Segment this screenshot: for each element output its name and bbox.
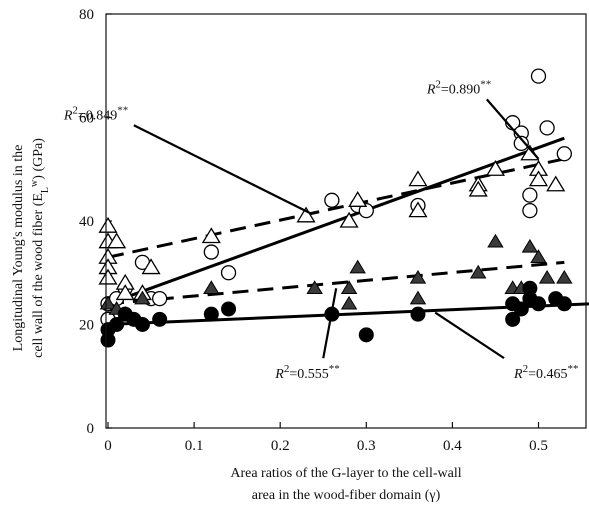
annotation-leader-line [486,98,540,160]
open-circle-point [358,202,374,219]
filled-circle-point [358,327,374,343]
filled-triangle-point [409,269,427,284]
filled-triangle-point [556,269,573,284]
filled-circle-point [522,280,538,296]
annotation-r-squared: R2=0.555** [274,363,339,382]
filled-circle-point [134,317,150,332]
filled-circle-point [531,296,546,312]
filled-triangle-point [306,280,323,295]
y-tick-label: 20 [79,318,94,334]
filled-triangle-point [530,249,547,263]
y-axis-label: Longitudinal Young's modulus in the cell… [11,138,51,358]
filled-circle-point [203,306,219,322]
open-triangle-point [546,175,566,192]
open-circle-point [522,202,538,219]
filled-circle-point [513,301,529,317]
x-tick-label: 0.4 [443,438,462,454]
filled-circle-point [109,317,125,332]
filled-circle-point [556,296,572,312]
x-axis-label-line-1: Area ratios of the G-layer to the cell-w… [230,466,461,481]
annotation-r-squared: R2=0.890** [426,78,491,97]
filled-circle-point [410,306,426,322]
fit-line-triangle-filled [107,260,565,306]
filled-triangle-point [134,290,151,305]
filled-triangle-point [340,280,358,295]
filled-triangle-point [349,259,366,274]
open-triangle-point [98,216,118,233]
open-triangle-point [98,268,118,285]
filled-circle-point [221,301,237,317]
open-triangle-point [528,170,549,187]
annotation-leader-line [133,124,311,215]
open-circle-point [539,120,555,136]
filled-triangle-point [487,233,504,248]
y-axis-label-line-1: Longitudinal Young's modulus in the [11,145,26,352]
x-tick-label: 0.5 [529,438,548,454]
y-tick-label: 80 [79,7,94,23]
filled-triangle-point [203,280,220,295]
open-triangle-point [485,159,505,176]
open-circle-point [203,244,219,260]
open-triangle-point [408,201,428,218]
open-triangle-point [339,211,359,228]
y-tick-label: 60 [79,111,94,127]
open-circle-point [556,146,572,162]
open-circle-point [513,135,529,152]
open-triangle-point [201,227,221,244]
y-tick-label: 0 [87,421,95,437]
x-tick-label: 0 [104,438,112,454]
open-circle-point [152,290,168,307]
filled-triangle-point [99,295,117,310]
filled-triangle-point [340,295,358,310]
filled-triangle-point [538,269,556,284]
x-axis-label-line-2: area in the wood-fiber domain (γ) [252,488,441,503]
x-tick-label: 0.3 [357,438,376,454]
open-triangle-point [115,284,135,301]
open-circle-point [530,68,547,84]
filled-triangle-point [409,290,427,305]
open-circle-point [220,265,237,281]
filled-triangle-point [469,264,487,279]
open-triangle-point [107,232,127,249]
annotation-r-squared: R2=0.465** [513,363,578,382]
fit-line-circle-open [107,136,565,306]
open-circle-point [522,187,538,203]
open-circle-point [324,192,340,208]
x-tick-label: 0.2 [271,438,290,454]
open-triangle-point [468,180,488,197]
plot-frame [105,13,587,429]
open-triangle-point [141,258,161,275]
filled-triangle-point [521,238,539,253]
open-triangle-point [348,191,368,207]
x-tick-label: 0.1 [185,438,204,454]
annotation-leader-line [322,288,338,359]
y-tick-label: 40 [79,214,94,230]
open-triangle-point [296,206,316,223]
filled-circle-point [152,311,168,327]
open-triangle-point [408,170,428,187]
annotation-r-squared: R2=0.849** [63,104,128,123]
filled-circle-point [505,311,521,327]
annotation-leader-line [434,311,505,360]
y-axis-label-line-2: cell wall of the wood fiber (ELw) (GPa) [29,138,51,358]
